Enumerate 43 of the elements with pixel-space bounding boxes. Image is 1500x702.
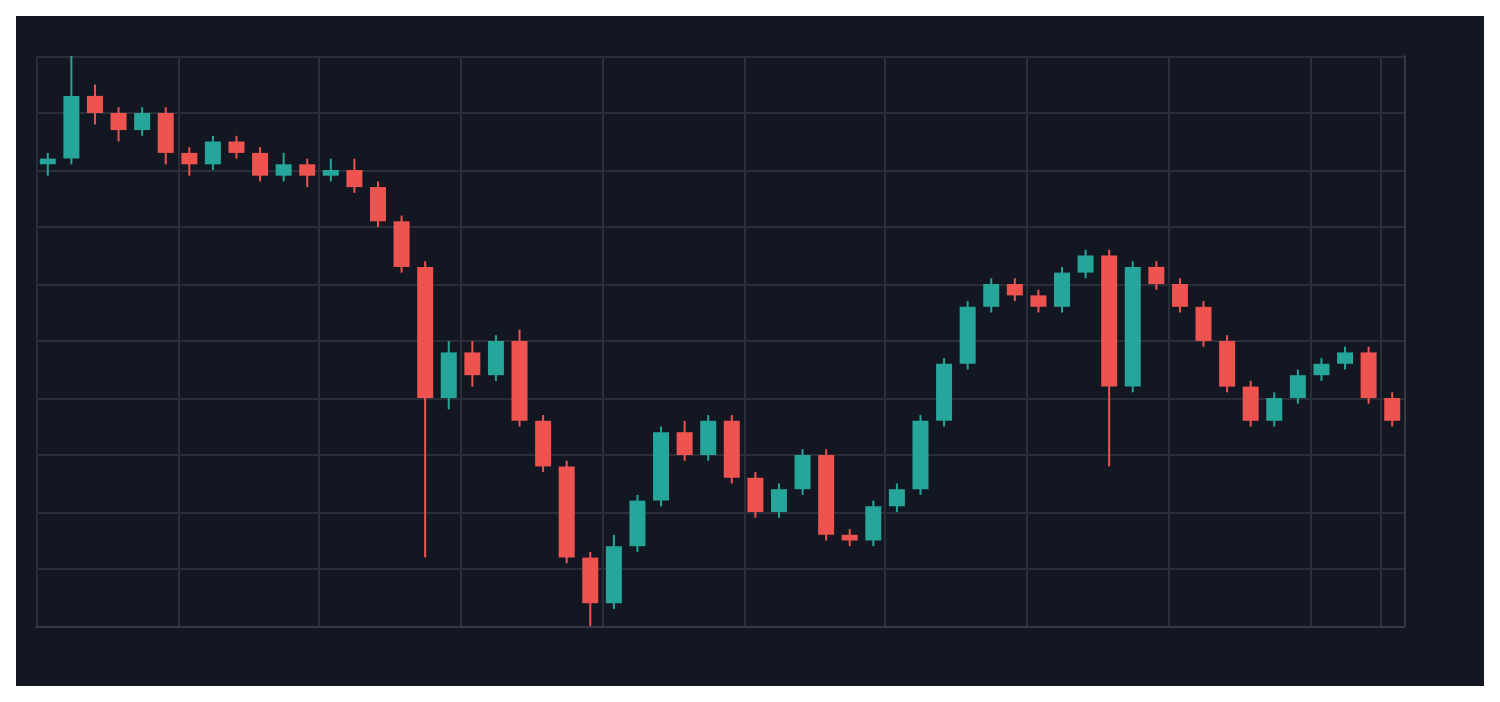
candlestick: [346, 157, 363, 194]
candlestick: [110, 106, 127, 143]
candlestick: [393, 214, 410, 274]
candlestick: [134, 106, 151, 137]
candlestick: [1337, 345, 1354, 371]
candlestick: [1030, 288, 1047, 314]
candlestick: [676, 419, 693, 462]
candlestick: [770, 482, 787, 519]
candlestick: [1219, 334, 1236, 394]
candlestick: [1289, 368, 1306, 405]
candlestick: [1171, 277, 1188, 314]
candlestick: [228, 134, 245, 160]
candlestick: [1242, 379, 1259, 428]
candlestick: [322, 157, 339, 183]
candlestick: [700, 414, 717, 462]
candlestick: [370, 180, 386, 228]
candlestick: [181, 146, 198, 177]
candlestick: [747, 471, 764, 519]
candlestick: [582, 550, 599, 627]
candlestick: [1054, 265, 1070, 314]
candlestick: [252, 146, 269, 183]
candlestick: [1077, 248, 1094, 280]
candlestick: [1313, 357, 1330, 382]
candlestick: [1148, 260, 1165, 291]
candlestick: [865, 499, 882, 548]
candlestick: [86, 83, 103, 126]
candlestick: [1006, 277, 1023, 303]
candlestick: [983, 277, 1000, 314]
candlestick: [1384, 391, 1401, 428]
candlestick: [1266, 391, 1283, 428]
candlestick: [535, 414, 552, 474]
candlestick: [275, 151, 292, 183]
candlestick: [1360, 345, 1377, 405]
candlestick: [440, 340, 457, 411]
candlestick: [794, 448, 811, 496]
candlestick: [204, 134, 221, 171]
candlestick: [1195, 300, 1212, 348]
candlestick: [157, 106, 174, 166]
candlestick: [464, 340, 481, 388]
candlestick: [888, 482, 905, 513]
candlestick: [629, 493, 646, 553]
candlestick: [487, 334, 504, 382]
candlestick: [299, 157, 316, 189]
